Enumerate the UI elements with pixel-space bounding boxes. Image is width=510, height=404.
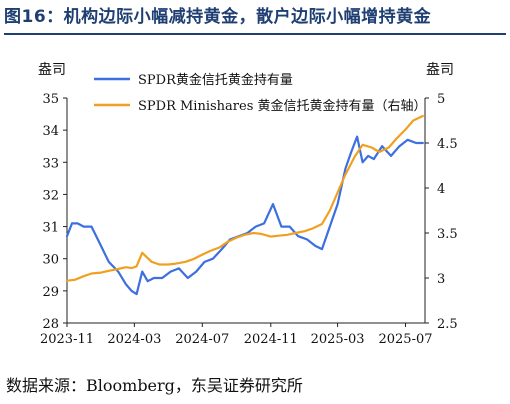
title-divider bbox=[4, 33, 506, 35]
left-y-tick-label: 31 bbox=[42, 221, 59, 236]
data-source-note: 数据来源：Bloomberg，东吴证券研究所 bbox=[6, 376, 303, 395]
right-y-tick-label: 5 bbox=[437, 92, 445, 107]
chart-axes: 35 34 33 32 31 30 29 28 5 4.5 4 3.5 3 2.5 2023-11 2024-… bbox=[40, 92, 458, 347]
right-y-tick-label: 3.5 bbox=[437, 227, 458, 242]
legend-label-minishares: SPDR Minishares 黄金信托黄金持有量（右轴） bbox=[138, 98, 427, 114]
left-y-tick-label: 29 bbox=[42, 285, 59, 300]
line-chart: 盎司 盎司 35 34 33 32 31 30 29 28 5 4.5 4 3.5 3 2.5 2023-1… bbox=[38, 62, 458, 347]
left-y-tick-label: 30 bbox=[42, 253, 59, 268]
x-tick-label: 2023-11 bbox=[40, 332, 94, 347]
left-y-tick-label: 28 bbox=[42, 317, 59, 332]
x-tick-label: 2024-11 bbox=[244, 332, 298, 347]
right-y-tick-label: 4.5 bbox=[437, 137, 458, 152]
left-y-tick-label: 32 bbox=[42, 188, 59, 203]
left-axis-label: 盎司 bbox=[38, 62, 66, 78]
right-y-tick-label: 2.5 bbox=[437, 317, 458, 332]
legend-label-spdr: SPDR黄金信托黄金持有量 bbox=[138, 72, 293, 88]
x-tick-label: 2024-03 bbox=[107, 332, 161, 347]
x-tick-label: 2025-03 bbox=[311, 332, 365, 347]
right-y-tick-label: 3 bbox=[437, 272, 445, 287]
spdr-holdings-line bbox=[65, 135, 424, 296]
chart-legend: SPDR黄金信托黄金持有量 SPDR Minishares 黄金信托黄金持有量（右… bbox=[94, 72, 427, 114]
left-y-tick-label: 33 bbox=[42, 156, 59, 171]
left-y-tick-label: 34 bbox=[42, 124, 59, 139]
x-tick-label: 2025-07 bbox=[378, 332, 432, 347]
left-y-tick-label: 35 bbox=[42, 92, 59, 107]
right-axis-label: 盎司 bbox=[426, 62, 454, 78]
minishares-holdings-line bbox=[65, 114, 424, 282]
series-lines bbox=[65, 114, 424, 296]
x-tick-label: 2024-07 bbox=[175, 332, 229, 347]
right-y-tick-label: 4 bbox=[437, 182, 445, 197]
figure-title: 图16：机构边际小幅减持黄金，散户边际小幅增持黄金 bbox=[4, 7, 432, 27]
